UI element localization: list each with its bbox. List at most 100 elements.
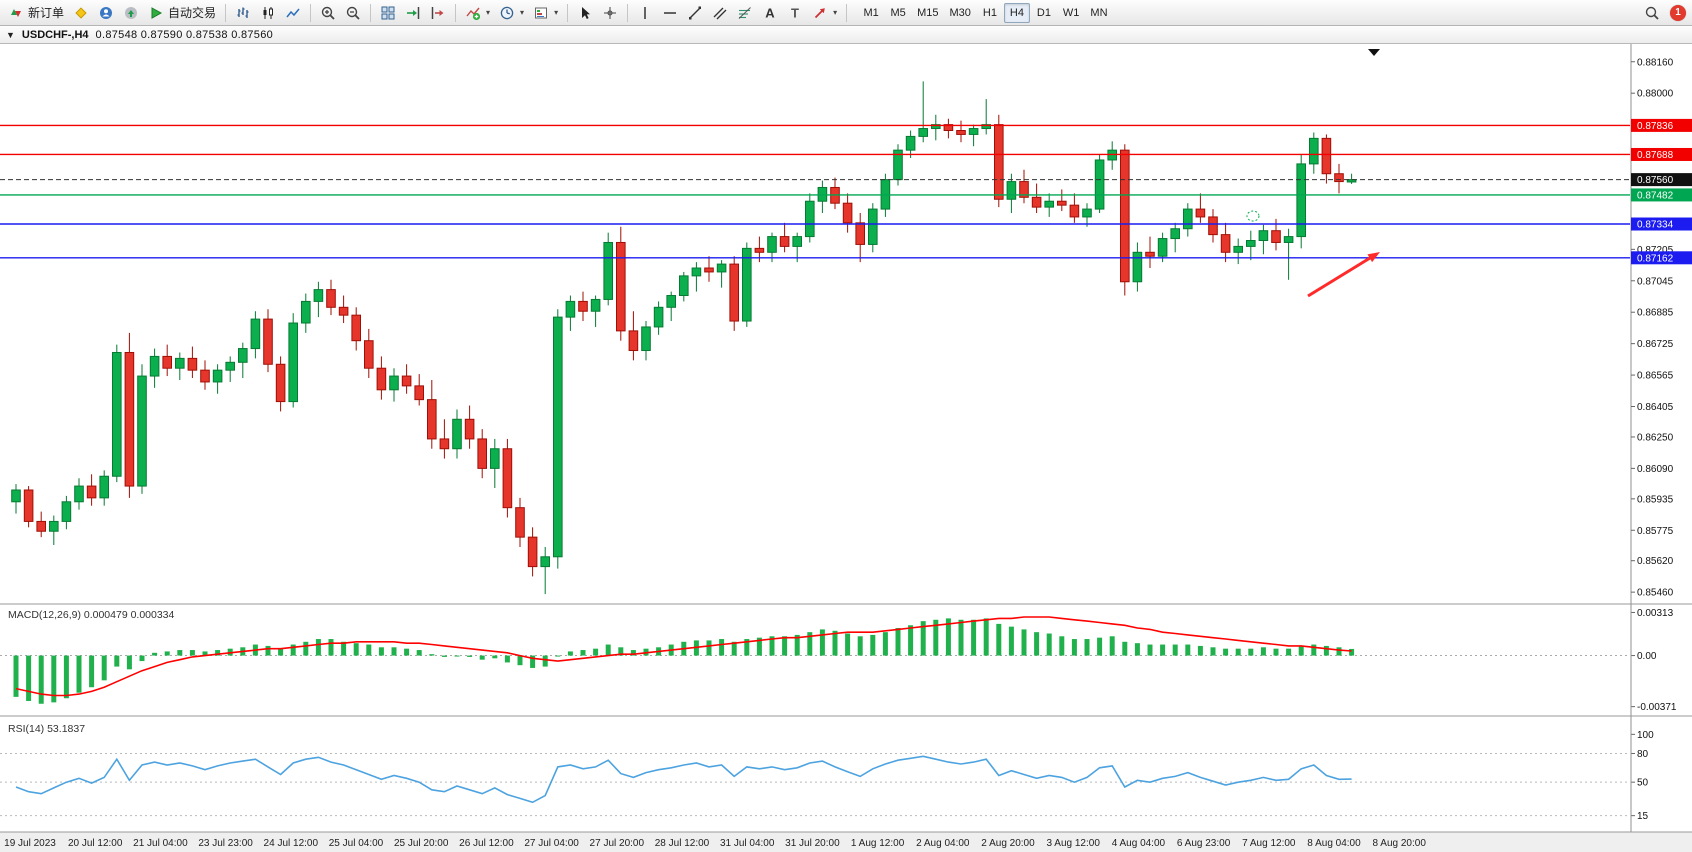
autotrading-button[interactable]: 自动交易 [144, 2, 220, 24]
indicators-button[interactable]: ▾ [461, 2, 494, 24]
time-label: 8 Aug 20:00 [1373, 838, 1427, 849]
trendline-button[interactable] [683, 2, 707, 24]
macd-hist-bar [1336, 647, 1342, 656]
text-label-button[interactable]: T [783, 2, 807, 24]
chevron-down-icon: ▾ [554, 8, 559, 17]
vertical-line-button[interactable] [633, 2, 657, 24]
macd-hist-bar [126, 655, 132, 670]
chart-collapse-icon[interactable]: ▼ [6, 29, 15, 40]
macd-hist-bar [101, 655, 107, 681]
candle [11, 489, 21, 503]
hline-support-line-2[interactable]: 0.87162 [0, 251, 1692, 265]
macd-hist-bar [26, 655, 32, 701]
zoom-out-button[interactable] [341, 2, 365, 24]
hline-support-line-1[interactable]: 0.87334 [0, 217, 1692, 231]
mql5-community-button[interactable] [94, 2, 118, 24]
candle [666, 295, 677, 308]
macd-hist-bar [1147, 644, 1153, 656]
time-label: 25 Jul 20:00 [394, 838, 449, 849]
candle [1208, 216, 1218, 236]
macd-hist-bar [605, 644, 611, 656]
chart-shift-button[interactable] [426, 2, 450, 24]
time-axis[interactable]: 19 Jul 2023 20 Jul 12:00 21 Jul 04:00 23 Ju… [4, 838, 1426, 849]
fibonacci-button[interactable] [733, 2, 757, 24]
community-icon [98, 5, 114, 21]
toolbar-separator [455, 3, 457, 22]
timeframe-button-h1[interactable]: H1 [982, 6, 997, 19]
horizontal-line-button[interactable] [658, 2, 682, 24]
auto-scroll-button[interactable] [401, 2, 425, 24]
search-button[interactable] [1640, 2, 1664, 24]
notification-badge[interactable]: 1 [1670, 4, 1686, 21]
candle [603, 241, 614, 300]
price-tick-label: 0.87045 [1637, 276, 1674, 287]
price-tick-label: 0.86885 [1637, 308, 1674, 319]
timeframe-button-m5[interactable]: M5 [890, 6, 906, 19]
candle [200, 369, 210, 383]
line-chart-button[interactable] [281, 2, 305, 24]
candle [288, 322, 298, 403]
bar-chart-button[interactable] [231, 2, 255, 24]
chart-canvas[interactable]: 0.88160 0.88000 0.87205 0.87045 0.86885 0.867… [0, 44, 1692, 852]
zoom-in-button[interactable] [316, 2, 340, 24]
time-label: 21 Jul 04:00 [133, 838, 188, 849]
macd-hist-bar [845, 633, 851, 656]
macd-hist-bar [1273, 648, 1279, 656]
hline-price-label: 0.87836 [1637, 121, 1674, 132]
hline-pivot-line-green[interactable]: 0.87482 [0, 188, 1692, 202]
candle [49, 520, 59, 532]
macd-hist-bar [782, 636, 788, 656]
candle [1195, 208, 1206, 218]
timeframe-button-m1[interactable]: M1 [863, 6, 879, 19]
timeframe-button-m15[interactable]: M15 [917, 6, 939, 19]
cursor-button[interactable] [573, 2, 597, 24]
price-tick-label: 0.86405 [1637, 402, 1674, 413]
time-label: 28 Jul 12:00 [655, 838, 710, 849]
time-label: 31 Jul 04:00 [720, 838, 775, 849]
candle [1157, 238, 1168, 257]
candle [716, 263, 727, 273]
timeframe-button-w1[interactable]: W1 [1062, 6, 1080, 19]
macd-label: MACD(12,26,9) 0.000479 0.000334 [8, 609, 175, 621]
channel-icon [712, 5, 728, 21]
tile-windows-button[interactable] [376, 2, 400, 24]
equidistant-channel-button[interactable] [708, 2, 732, 24]
time-label: 7 Aug 12:00 [1242, 838, 1296, 849]
candle [691, 267, 702, 277]
arrow-annotation[interactable] [1307, 252, 1380, 298]
candle [477, 438, 487, 469]
market-button[interactable] [119, 2, 143, 24]
new-order-button[interactable]: 新订单 [4, 2, 68, 24]
rsi-axis-label: 50 [1637, 778, 1649, 789]
macd-hist-bar [429, 654, 435, 656]
candle [1246, 240, 1256, 247]
macd-hist-bar [1160, 644, 1166, 656]
candlestick-chart-button[interactable] [256, 2, 280, 24]
timeframe-button-mn[interactable]: MN [1090, 6, 1108, 19]
metaeditor-button[interactable] [69, 2, 93, 24]
time-axis-strip[interactable] [0, 832, 1692, 852]
timeframe-button-d1[interactable]: D1 [1036, 6, 1051, 19]
candle [401, 375, 412, 387]
hline-price-label: 0.87334 [1637, 220, 1674, 231]
hline-price-label: 0.87482 [1637, 190, 1674, 201]
chart-plot-area[interactable] [0, 44, 1692, 832]
macd-hist-bar [366, 644, 372, 656]
candle [187, 357, 198, 371]
templates-button[interactable]: ▾ [529, 2, 562, 24]
periods-button[interactable]: ▾ [495, 2, 528, 24]
macd-hist-bar [971, 619, 977, 656]
crosshair-button[interactable] [598, 2, 622, 24]
candle [754, 247, 765, 253]
macd-hist-bar [353, 643, 359, 656]
candle [23, 489, 34, 522]
chart-titlebar: ▼ USDCHF-,H4 0.87548 0.87590 0.87538 0.8… [0, 26, 1692, 44]
hline-resistance-line-1[interactable]: 0.87836 [0, 118, 1692, 132]
text-button[interactable]: A [758, 2, 782, 24]
candle [855, 222, 866, 245]
timeframe-button-h4[interactable]: H4 [1003, 2, 1030, 23]
candle [1006, 181, 1017, 200]
timeframe-button-m30[interactable]: M30 [949, 6, 971, 19]
hline-resistance-line-2[interactable]: 0.87688 [0, 147, 1692, 161]
arrows-button[interactable]: ▾ [808, 2, 841, 24]
